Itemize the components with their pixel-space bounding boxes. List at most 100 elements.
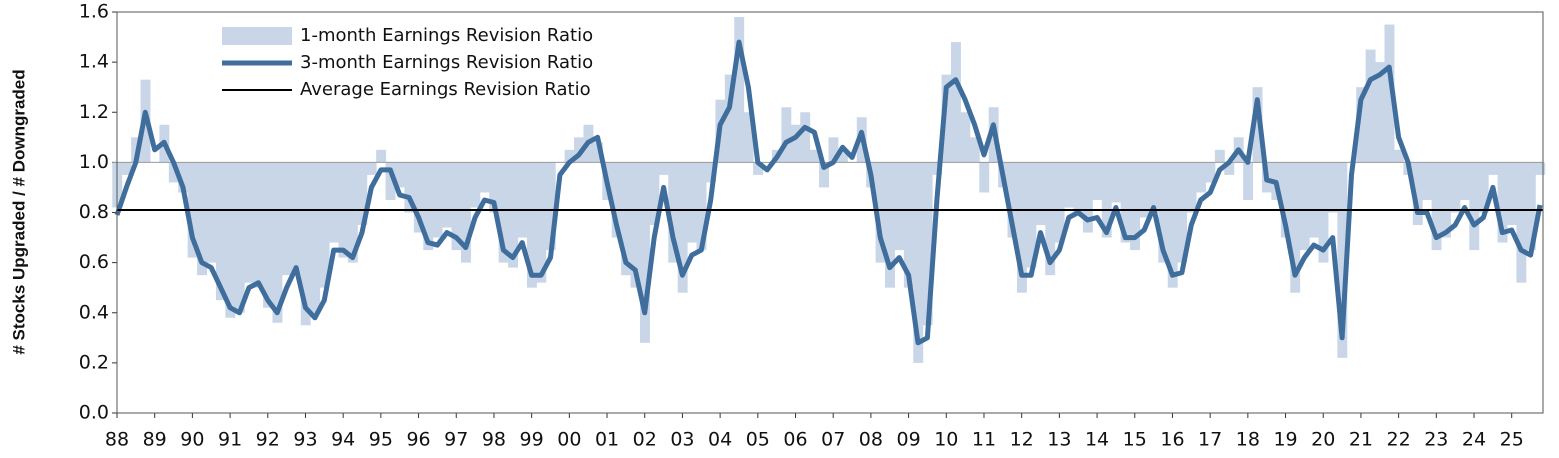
bar bbox=[790, 124, 801, 163]
x-tick-label: 91 bbox=[218, 429, 242, 451]
bar bbox=[1148, 162, 1159, 213]
bar bbox=[828, 137, 839, 163]
bar bbox=[234, 162, 245, 313]
bar bbox=[564, 149, 575, 163]
bar bbox=[781, 107, 792, 163]
y-tick-label: 1.6 bbox=[79, 1, 109, 23]
bar bbox=[498, 162, 509, 263]
bar bbox=[1525, 162, 1536, 251]
bar bbox=[1384, 24, 1395, 163]
bar bbox=[1167, 162, 1178, 288]
bar bbox=[819, 162, 829, 188]
bar bbox=[1224, 162, 1235, 175]
x-tick-label: 92 bbox=[256, 429, 280, 451]
bar bbox=[913, 162, 924, 363]
bar bbox=[1450, 162, 1461, 213]
bar bbox=[1497, 162, 1508, 243]
bar bbox=[1365, 49, 1376, 163]
bar bbox=[215, 162, 226, 301]
bar bbox=[941, 74, 952, 163]
bar bbox=[574, 137, 584, 163]
bar bbox=[423, 162, 434, 251]
bar bbox=[168, 162, 179, 183]
bar bbox=[1337, 162, 1348, 358]
bar bbox=[178, 162, 189, 193]
bar bbox=[526, 162, 537, 288]
bar bbox=[121, 162, 132, 175]
x-tick-label: 14 bbox=[1085, 429, 1109, 451]
bar bbox=[1280, 162, 1291, 238]
x-tick-label: 88 bbox=[105, 429, 129, 451]
bar bbox=[253, 162, 264, 288]
bar bbox=[668, 162, 679, 263]
bar bbox=[1186, 162, 1197, 213]
bar bbox=[329, 162, 339, 243]
bar bbox=[508, 162, 519, 268]
bar bbox=[206, 162, 217, 263]
bar bbox=[1007, 162, 1018, 238]
x-tick-label: 99 bbox=[520, 429, 544, 451]
bar bbox=[310, 162, 321, 313]
bar bbox=[470, 162, 481, 208]
bar bbox=[592, 142, 603, 163]
x-tick-label: 13 bbox=[1047, 429, 1071, 451]
bar bbox=[621, 162, 632, 276]
x-tick-label: 07 bbox=[821, 429, 845, 451]
x-tick-label: 22 bbox=[1387, 429, 1411, 451]
bar bbox=[1252, 87, 1263, 163]
bar bbox=[960, 112, 971, 163]
y-tick-label: 1.4 bbox=[79, 51, 109, 73]
x-tick-label: 25 bbox=[1500, 429, 1524, 451]
x-tick-label: 05 bbox=[746, 429, 770, 451]
bar bbox=[658, 162, 669, 175]
x-tick-label: 08 bbox=[859, 429, 883, 451]
x-tick-label: 04 bbox=[708, 429, 732, 451]
bar bbox=[385, 162, 396, 200]
x-tick-label: 18 bbox=[1236, 429, 1260, 451]
bar bbox=[395, 162, 405, 188]
x-tick-label: 16 bbox=[1160, 429, 1184, 451]
bar bbox=[922, 162, 933, 326]
y-tick-label: 0.4 bbox=[79, 301, 109, 323]
bar bbox=[1318, 162, 1329, 263]
y-tick-label: 0.8 bbox=[79, 201, 109, 223]
bar bbox=[1073, 162, 1084, 213]
bar bbox=[705, 162, 716, 183]
bar bbox=[800, 112, 811, 163]
bar bbox=[1299, 162, 1310, 251]
bar bbox=[1214, 149, 1225, 163]
bar bbox=[1375, 62, 1385, 163]
legend-label: Average Earnings Revision Ratio bbox=[300, 79, 591, 100]
bar bbox=[244, 162, 255, 283]
bar bbox=[1101, 162, 1112, 238]
bar bbox=[1516, 162, 1527, 283]
bar bbox=[347, 162, 358, 263]
y-tick-label: 0.0 bbox=[79, 402, 109, 424]
x-tick-label: 24 bbox=[1462, 429, 1486, 451]
y-tick-label: 0.6 bbox=[79, 251, 109, 273]
bar bbox=[197, 162, 208, 276]
bar bbox=[517, 162, 528, 238]
x-tick-label: 09 bbox=[897, 429, 921, 451]
x-tick-label: 21 bbox=[1349, 429, 1373, 451]
y-axis-label: # Stocks Upgraded / # Downgraded bbox=[9, 69, 28, 354]
bar bbox=[319, 162, 330, 288]
plot-frame bbox=[116, 11, 1544, 414]
bar bbox=[1205, 162, 1216, 183]
bar bbox=[885, 162, 895, 288]
bar bbox=[1035, 162, 1046, 226]
bar bbox=[1488, 162, 1499, 175]
bar bbox=[734, 17, 745, 163]
bar bbox=[1177, 162, 1188, 263]
bar bbox=[837, 149, 848, 163]
bar bbox=[1120, 162, 1131, 243]
x-tick-label: 06 bbox=[783, 429, 807, 451]
bar bbox=[413, 162, 424, 233]
y-tick-label: 1.2 bbox=[79, 101, 109, 123]
bar bbox=[1092, 162, 1103, 200]
bar bbox=[263, 162, 273, 308]
bar bbox=[1054, 162, 1065, 243]
x-tick-label: 23 bbox=[1424, 429, 1448, 451]
bar bbox=[1309, 162, 1320, 238]
